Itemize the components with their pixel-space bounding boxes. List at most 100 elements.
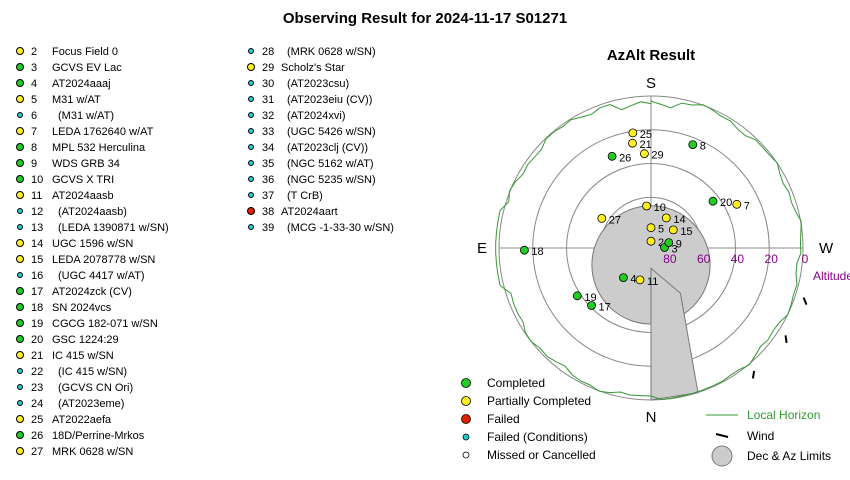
target-label: (NGC 5235 w/SN) bbox=[287, 174, 376, 186]
target-label: GCVS EV Lac bbox=[52, 62, 122, 74]
target-point bbox=[628, 128, 638, 138]
target-point bbox=[628, 138, 637, 148]
status-dot bbox=[17, 384, 23, 390]
legend-wind-swatch bbox=[715, 433, 729, 438]
status-dot bbox=[16, 47, 24, 55]
target-number: 9 bbox=[31, 158, 38, 170]
chart-title: AzAlt Result bbox=[607, 47, 695, 64]
target-label: CGCG 182-071 w/SN bbox=[52, 318, 158, 330]
target-number: 24 bbox=[31, 398, 44, 410]
target-number: 11 bbox=[31, 190, 43, 202]
status-dot bbox=[17, 208, 23, 214]
target-number: 4 bbox=[31, 78, 38, 90]
status-dot bbox=[248, 128, 254, 134]
target-label: M31 w/AT bbox=[52, 94, 101, 106]
status-dot bbox=[16, 447, 24, 455]
legend-label: Completed bbox=[487, 376, 545, 390]
target-label: Scholz's Star bbox=[281, 62, 345, 74]
target-number: 38 bbox=[262, 206, 275, 218]
target-label: UGC 1596 w/SN bbox=[52, 238, 134, 250]
target-number: 16 bbox=[31, 270, 44, 282]
legend-marker bbox=[462, 451, 470, 459]
target-point-label: 4 bbox=[630, 274, 636, 286]
target-number: 10 bbox=[31, 174, 44, 186]
status-dot bbox=[16, 143, 24, 151]
target-label: (T CrB) bbox=[287, 190, 323, 202]
target-number: 6 bbox=[31, 110, 38, 122]
target-point-label: 20 bbox=[720, 197, 732, 209]
target-label: (AT2023csu) bbox=[287, 78, 350, 90]
target-label: AT2024aaaj bbox=[52, 78, 111, 90]
status-dot bbox=[16, 303, 24, 311]
target-point bbox=[688, 140, 698, 150]
target-point-label: 25 bbox=[640, 129, 652, 141]
target-number: 37 bbox=[262, 190, 275, 202]
status-dot bbox=[248, 176, 254, 182]
target-number: 19 bbox=[31, 318, 44, 330]
legend-label: Wind bbox=[747, 429, 774, 443]
altitude-tick-label: 80 bbox=[663, 252, 677, 266]
target-number: 8 bbox=[31, 142, 38, 154]
local-horizon-line bbox=[495, 100, 802, 401]
target-point bbox=[708, 196, 718, 206]
target-label: 18D/Perrine-Mrkos bbox=[52, 430, 145, 442]
target-point-label: 9 bbox=[676, 239, 682, 251]
target-number: 2 bbox=[31, 46, 38, 58]
status-dot bbox=[17, 224, 23, 230]
status-dot bbox=[16, 127, 24, 135]
target-point-label: 15 bbox=[680, 226, 692, 238]
target-label: GSC 1224:29 bbox=[52, 334, 119, 346]
status-dot bbox=[16, 415, 24, 423]
target-label: LEDA 1762640 w/AT bbox=[52, 126, 154, 138]
target-label: Focus Field 0 bbox=[52, 46, 119, 58]
target-point-label: 29 bbox=[651, 150, 663, 162]
target-label: SN 2024vcs bbox=[52, 302, 112, 314]
target-point bbox=[520, 245, 529, 255]
target-label: (GCVS CN Ori) bbox=[58, 382, 134, 394]
status-dot bbox=[248, 96, 254, 102]
status-dot bbox=[248, 192, 254, 198]
target-point bbox=[619, 273, 628, 283]
status-dot bbox=[16, 287, 24, 295]
target-number: 13 bbox=[31, 222, 44, 234]
target-point-label: 14 bbox=[673, 214, 685, 226]
target-point bbox=[572, 291, 582, 301]
legend-marker bbox=[461, 378, 471, 388]
target-point bbox=[732, 199, 742, 209]
target-point-label: 5 bbox=[658, 224, 664, 236]
target-label: (AT2024aasb) bbox=[58, 206, 127, 218]
status-dot bbox=[248, 224, 254, 230]
target-point-label: 8 bbox=[700, 141, 706, 153]
status-dot bbox=[16, 255, 24, 263]
target-number: 34 bbox=[262, 142, 275, 154]
target-number: 33 bbox=[262, 126, 275, 138]
target-point-label: 3 bbox=[672, 244, 678, 256]
altitude-tick-label: 0 bbox=[802, 252, 809, 266]
target-label: (UGC 4417 w/AT) bbox=[58, 270, 145, 282]
target-label: WDS GRB 34 bbox=[52, 158, 120, 170]
target-point bbox=[640, 149, 649, 159]
target-point-label: 10 bbox=[654, 202, 666, 214]
target-point-label: 19 bbox=[584, 292, 596, 304]
status-dot bbox=[17, 272, 23, 278]
target-point-label: 7 bbox=[744, 200, 750, 212]
target-point bbox=[597, 213, 607, 223]
target-number: 29 bbox=[262, 62, 275, 74]
status-dot bbox=[16, 175, 24, 183]
target-number: 26 bbox=[31, 430, 44, 442]
target-label: (NGC 5162 w/AT) bbox=[287, 158, 374, 170]
status-dot bbox=[16, 351, 24, 359]
target-label: (AT2023clj (CV)) bbox=[287, 142, 369, 154]
status-dot bbox=[17, 112, 23, 118]
target-label: (IC 415 w/SN) bbox=[58, 366, 128, 378]
target-number: 14 bbox=[31, 238, 44, 250]
target-label: (LEDA 1390871 w/SN) bbox=[58, 222, 169, 234]
status-dot bbox=[16, 431, 24, 439]
target-label: AT2024aasb bbox=[52, 190, 114, 202]
legend-marker bbox=[461, 414, 471, 424]
legend-label: Local Horizon bbox=[747, 408, 820, 422]
status-dot bbox=[17, 400, 23, 406]
status-dot bbox=[248, 112, 254, 118]
target-number: 21 bbox=[31, 350, 44, 362]
status-dot bbox=[17, 368, 23, 374]
